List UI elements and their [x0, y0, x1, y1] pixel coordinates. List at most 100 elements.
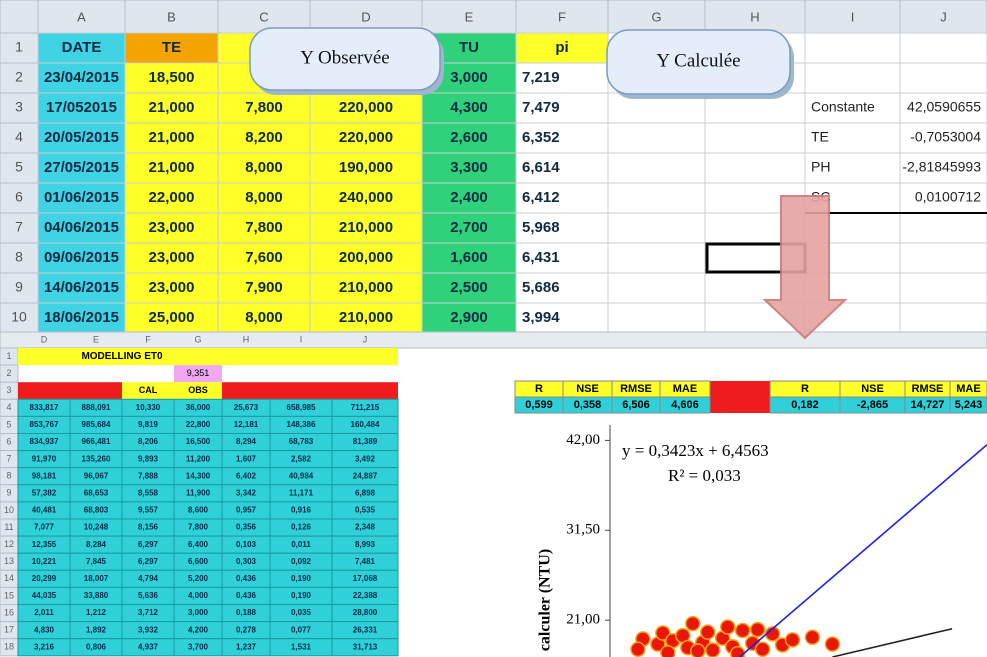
cell-text: 9,819: [138, 420, 159, 429]
callout-text: Y Observée: [300, 47, 390, 68]
cell-text: PH: [811, 159, 830, 175]
cell-text: 6,297: [138, 557, 159, 566]
cell-text: 3,994: [522, 309, 560, 326]
cell-text: 91,970: [32, 454, 57, 463]
cell: [421, 272, 517, 304]
cell: [607, 302, 706, 334]
point: [749, 621, 766, 638]
row-number: 16: [4, 607, 14, 617]
header-red: [18, 382, 122, 400]
row-number: 6: [15, 189, 23, 205]
cell-text: 0,035: [291, 608, 312, 617]
row-number: 7: [6, 454, 11, 464]
cell-text: 240,000: [339, 189, 393, 206]
cell-text: 23,000: [149, 249, 195, 266]
cell-text: 0,278: [236, 625, 257, 634]
cell-text: 4,937: [138, 642, 159, 651]
cell-text: 2,600: [450, 129, 488, 146]
cell-text: 210,000: [339, 219, 393, 236]
y-tick-label: 21,00: [566, 612, 600, 628]
cell: [607, 152, 706, 184]
cell: [217, 302, 311, 334]
cell-text: 11,171: [289, 488, 314, 497]
cell-text: 220,000: [339, 129, 393, 146]
metric-name: MAE: [956, 383, 980, 395]
lower-col-header: [0, 331, 987, 349]
row-header: [0, 242, 39, 274]
row-number: 4: [6, 402, 11, 412]
cell-text: 2,700: [450, 219, 488, 236]
metric-value: 4,606: [671, 399, 699, 411]
column-letter: J: [940, 9, 947, 24]
cell-text: 834,937: [30, 437, 59, 446]
column-header: [124, 0, 219, 34]
cell-text: 8,993: [355, 540, 376, 549]
cell-text: 7,800: [245, 99, 283, 116]
cell: [899, 62, 987, 94]
metric-name: RMSE: [912, 383, 944, 395]
cell-text: 0,077: [291, 625, 312, 634]
metric-value: -2,865: [857, 399, 888, 411]
cell: [421, 182, 517, 214]
metric-value-cell: [659, 396, 711, 414]
point: [685, 615, 701, 632]
cell-text: 22,388: [353, 591, 378, 600]
cell-text: 6,412: [522, 189, 560, 206]
cell-text: 0,356: [236, 523, 257, 532]
metric-name: RMSE: [620, 383, 652, 395]
cell-text: 8,294: [236, 437, 257, 446]
cell: [804, 62, 901, 94]
row-number: 9: [15, 279, 23, 295]
cell-text: 11,900: [186, 488, 211, 497]
cell: [124, 122, 219, 154]
cell-text: 3,712: [138, 608, 159, 617]
point: [734, 622, 751, 639]
cell-text: 20,299: [32, 574, 57, 583]
cell-text: 0,535: [355, 506, 376, 515]
cell-text: 2,900: [450, 309, 488, 326]
cell-text: 985,684: [82, 420, 111, 429]
cell: [217, 182, 311, 214]
cell: [37, 62, 126, 94]
equation: y = 0,3423x + 6,4563: [622, 441, 769, 460]
cell: [217, 152, 311, 184]
cell-text: 0,103: [236, 540, 257, 549]
cell: [515, 212, 609, 244]
column-title: CAL: [139, 385, 158, 395]
column-header: [37, 0, 126, 34]
cell-text: 68,783: [289, 437, 314, 446]
point: [660, 644, 676, 657]
column-letter: E: [93, 334, 99, 344]
header-red: [222, 382, 398, 400]
row-header: [0, 182, 39, 214]
cell-text: 1,531: [291, 642, 312, 651]
metric-value-cell: [949, 396, 987, 414]
row-number: 10: [4, 505, 14, 515]
cell: [607, 212, 706, 244]
cell-text: 14,300: [186, 471, 211, 480]
cell-text: TU: [459, 39, 479, 56]
cell-text: 18/06/2015: [44, 309, 119, 326]
cell-text: 23/04/2015: [44, 69, 119, 86]
cell-text: 1,212: [86, 608, 107, 617]
cell: [607, 242, 706, 274]
cell-text: 6,400: [188, 540, 209, 549]
header-corner: [0, 0, 39, 34]
cell-text: 21,000: [149, 159, 195, 176]
cell-text: 1,607: [236, 454, 257, 463]
cell-text: 4,000: [188, 591, 209, 600]
cell-text: 7,479: [522, 99, 560, 116]
header-yellow: [122, 382, 222, 400]
cell-text: 09/06/2015: [44, 249, 119, 266]
cell: [124, 302, 219, 334]
cell-text: -2,81845993: [902, 159, 981, 175]
cell-text: 1,600: [450, 249, 488, 266]
cell-text: 7,800: [245, 219, 283, 236]
row-header: [0, 92, 39, 124]
cell-text: 98,181: [32, 471, 57, 480]
row-number: 3: [6, 385, 11, 395]
cell-text: 0,190: [291, 591, 312, 600]
row-number: 10: [11, 309, 27, 325]
